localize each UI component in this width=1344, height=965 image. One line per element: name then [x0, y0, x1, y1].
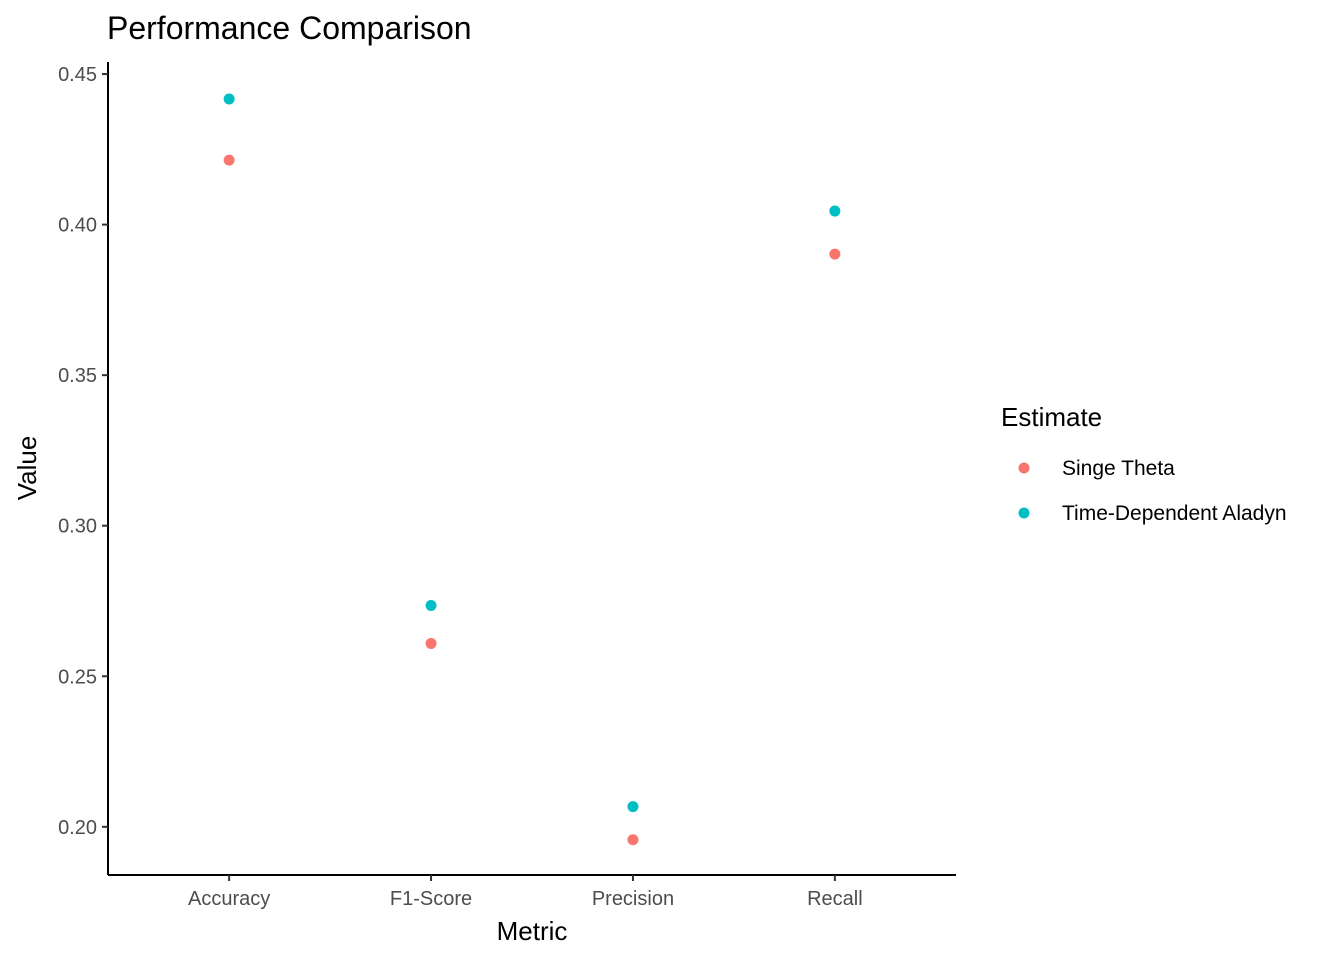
x-tick-label: Accuracy: [188, 888, 270, 910]
legend: Estimate Singe Theta Time-Dependent Alady…: [1001, 402, 1287, 525]
y-tick-label: 0.30: [58, 516, 97, 538]
data-point: [223, 154, 235, 166]
data-point: [829, 205, 841, 217]
legend-label: Time-Dependent Aladyn: [1062, 502, 1287, 525]
data-point: [627, 834, 639, 846]
legend-key: [1018, 507, 1030, 519]
data-point: [829, 248, 841, 260]
data-point: [627, 801, 639, 813]
legend-key: [1018, 462, 1030, 474]
y-tick-label: 0.35: [58, 365, 97, 387]
chart-title: Performance Comparison: [107, 10, 472, 46]
data-point: [223, 93, 235, 105]
y-axis-label: Value: [12, 436, 42, 501]
y-tick-label: 0.40: [58, 215, 97, 237]
x-tick-label: Recall: [807, 888, 863, 910]
legend-label: Singe Theta: [1062, 457, 1175, 480]
y-tick-label: 0.45: [58, 64, 97, 86]
y-axis: 0.20 0.25 0.30 0.35 0.40 0.45: [58, 62, 109, 875]
legend-title: Estimate: [1001, 402, 1102, 432]
data-point: [425, 600, 437, 612]
x-tick-label: Precision: [592, 888, 674, 910]
x-axis: Accuracy F1-Score Precision Recall: [108, 874, 956, 910]
y-tick-label: 0.25: [58, 666, 97, 688]
data-points: [223, 93, 841, 846]
data-point: [425, 637, 437, 649]
x-axis-label: Metric: [497, 916, 568, 946]
x-tick-label: F1-Score: [390, 888, 472, 910]
y-tick-label: 0.20: [58, 817, 97, 839]
